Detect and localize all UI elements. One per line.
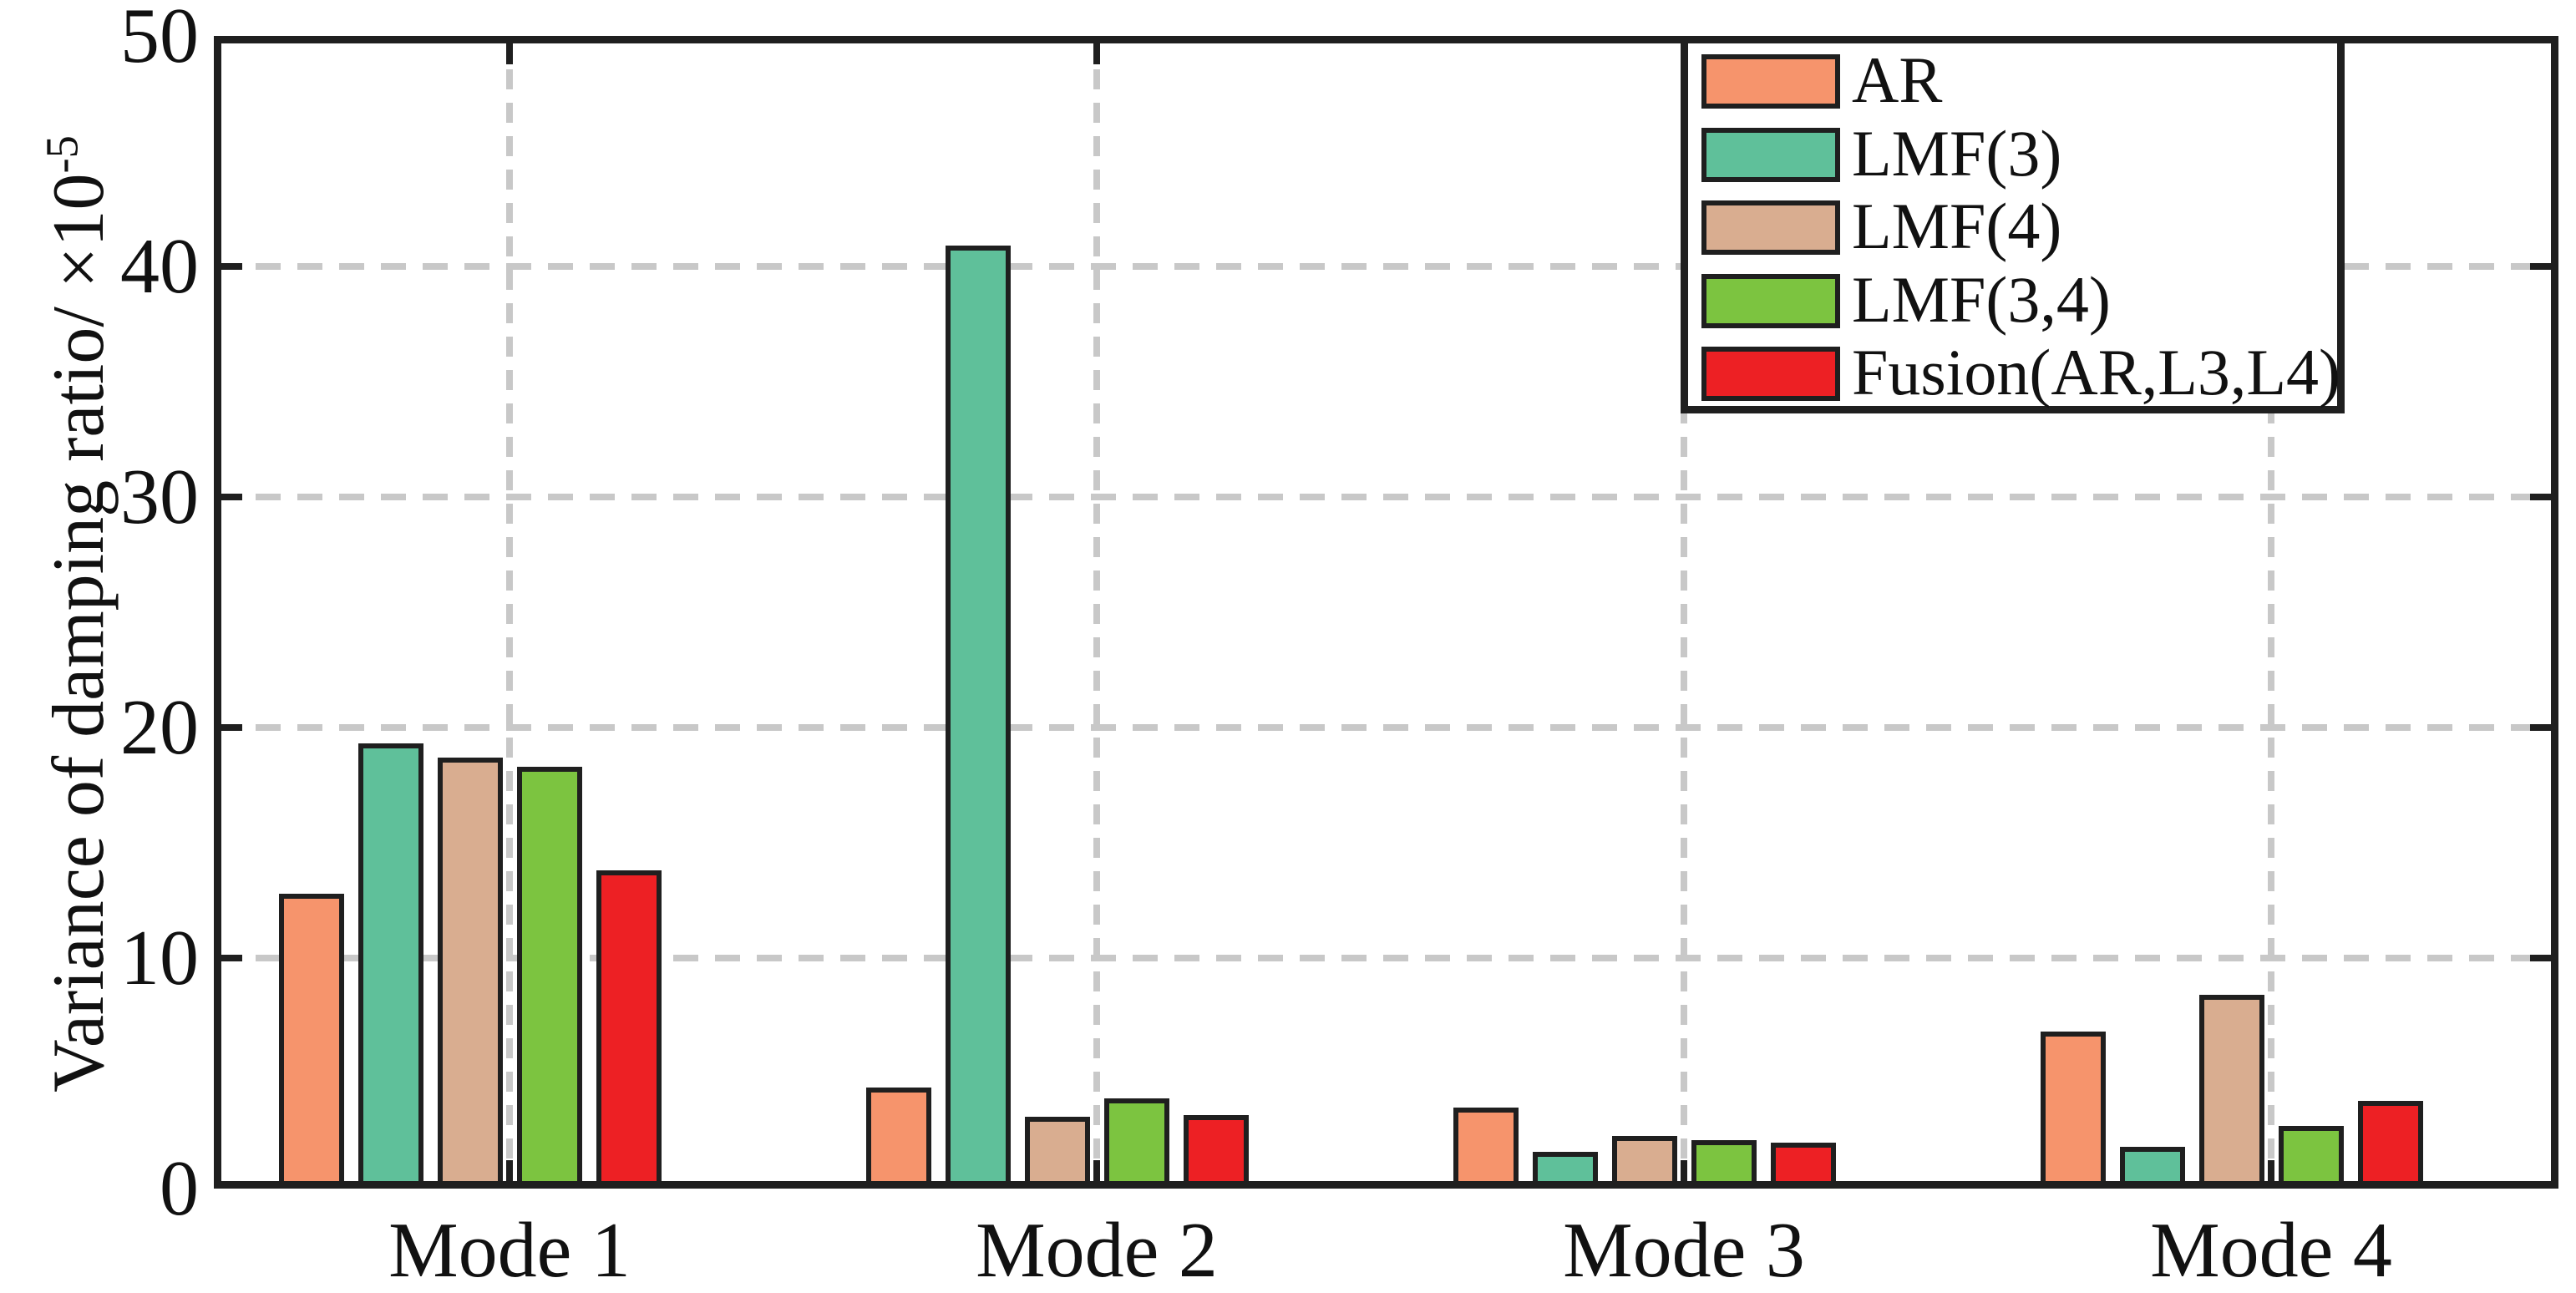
x-tick-label-4: Mode 4 [2150, 1207, 2392, 1293]
legend-swatch-4 [1701, 273, 1840, 328]
legend: AR LMF(3) LMF(4) LMF(3,4) Fusion(AR,L3,L4) [1681, 36, 2345, 413]
legend-swatch-2 [1701, 127, 1840, 182]
legend-swatch-3 [1701, 200, 1840, 255]
y-tick-right-20 [2530, 724, 2558, 731]
gridline-vertical-3 [1681, 36, 1687, 1189]
bar-mode-1-series-3 [438, 758, 503, 1189]
legend-label-5: Fusion(AR,L3,L4) [1852, 336, 2340, 408]
legend-label-2: LMF(3) [1852, 116, 2062, 190]
bar-mode-4-series-2 [2120, 1147, 2185, 1189]
bar-mode-3-series-4 [1691, 1140, 1757, 1189]
bar-mode-1-series-4 [517, 767, 582, 1189]
y-tick-label-10: 10 [120, 915, 199, 1001]
legend-swatch-5 [1701, 347, 1840, 401]
y-axis-title-exponent: -5 [36, 135, 88, 174]
legend-row-4: LMF(3,4) [1688, 262, 2337, 336]
legend-label-4: LMF(3,4) [1852, 262, 2111, 336]
bar-mode-2-series-4 [1104, 1098, 1169, 1189]
y-tick-right-10 [2530, 955, 2558, 961]
legend-label-3: LMF(4) [1852, 190, 2062, 262]
bar-mode-1-series-2 [358, 743, 423, 1189]
legend-row-5: Fusion(AR,L3,L4) [1688, 336, 2340, 408]
gridline-horizontal-30 [214, 494, 2558, 500]
x-tick-label-2: Mode 2 [976, 1207, 1218, 1293]
gridline-horizontal-40 [214, 263, 2558, 270]
x-tick-bottom-4 [2268, 1160, 2274, 1189]
y-tick-label-30: 30 [120, 454, 199, 540]
x-tick-bottom-2 [1093, 1160, 1100, 1189]
legend-row-3: LMF(4) [1688, 190, 2337, 262]
y-tick-right-30 [2530, 494, 2558, 500]
x-tick-label-3: Mode 3 [1563, 1207, 1805, 1293]
x-tick-bottom-1 [506, 1160, 513, 1189]
x-tick-label-1: Mode 1 [388, 1207, 631, 1293]
gridline-vertical-4 [2268, 36, 2274, 1189]
gridline-horizontal-10 [214, 955, 2558, 961]
legend-swatch-1 [1701, 54, 1840, 109]
bar-mode-4-series-4 [2279, 1126, 2344, 1189]
bar-mode-4-series-3 [2199, 995, 2264, 1189]
gridline-horizontal-20 [214, 724, 2558, 731]
y-tick-label-50: 50 [120, 0, 199, 79]
legend-row-2: LMF(3) [1688, 116, 2337, 190]
bar-mode-4-series-1 [2041, 1032, 2106, 1189]
y-tick-left-20 [214, 724, 242, 731]
bar-mode-2-series-5 [1184, 1115, 1249, 1189]
bar-mode-1-series-5 [596, 870, 662, 1189]
x-tick-top-1 [506, 36, 513, 64]
y-tick-label-0: 0 [160, 1145, 199, 1232]
bar-mode-3-series-5 [1771, 1143, 1836, 1189]
legend-row-1: AR [1688, 43, 2337, 116]
gridline-vertical-2 [1093, 36, 1100, 1189]
bar-mode-3-series-1 [1453, 1108, 1519, 1189]
x-tick-bottom-3 [1681, 1160, 1687, 1189]
bar-mode-3-series-3 [1612, 1136, 1677, 1189]
y-tick-right-40 [2530, 263, 2558, 270]
bar-mode-2-series-2 [946, 246, 1011, 1189]
bar-mode-2-series-3 [1025, 1117, 1090, 1189]
y-tick-label-40: 40 [120, 223, 199, 310]
gridline-vertical-1 [506, 36, 513, 1189]
x-tick-top-2 [1093, 36, 1100, 64]
y-tick-label-20: 20 [120, 684, 199, 771]
y-axis-title: Variance of damping ratio/ ×10-5 [21, 0, 138, 1288]
y-tick-left-30 [214, 494, 242, 500]
y-tick-left-40 [214, 263, 242, 270]
bar-mode-1-series-1 [279, 894, 344, 1189]
legend-label-1: AR [1852, 43, 1943, 116]
bar-mode-4-series-5 [2358, 1101, 2423, 1189]
y-tick-left-10 [214, 955, 242, 961]
bar-mode-2-series-1 [866, 1088, 931, 1189]
bar-mode-3-series-2 [1533, 1152, 1598, 1189]
